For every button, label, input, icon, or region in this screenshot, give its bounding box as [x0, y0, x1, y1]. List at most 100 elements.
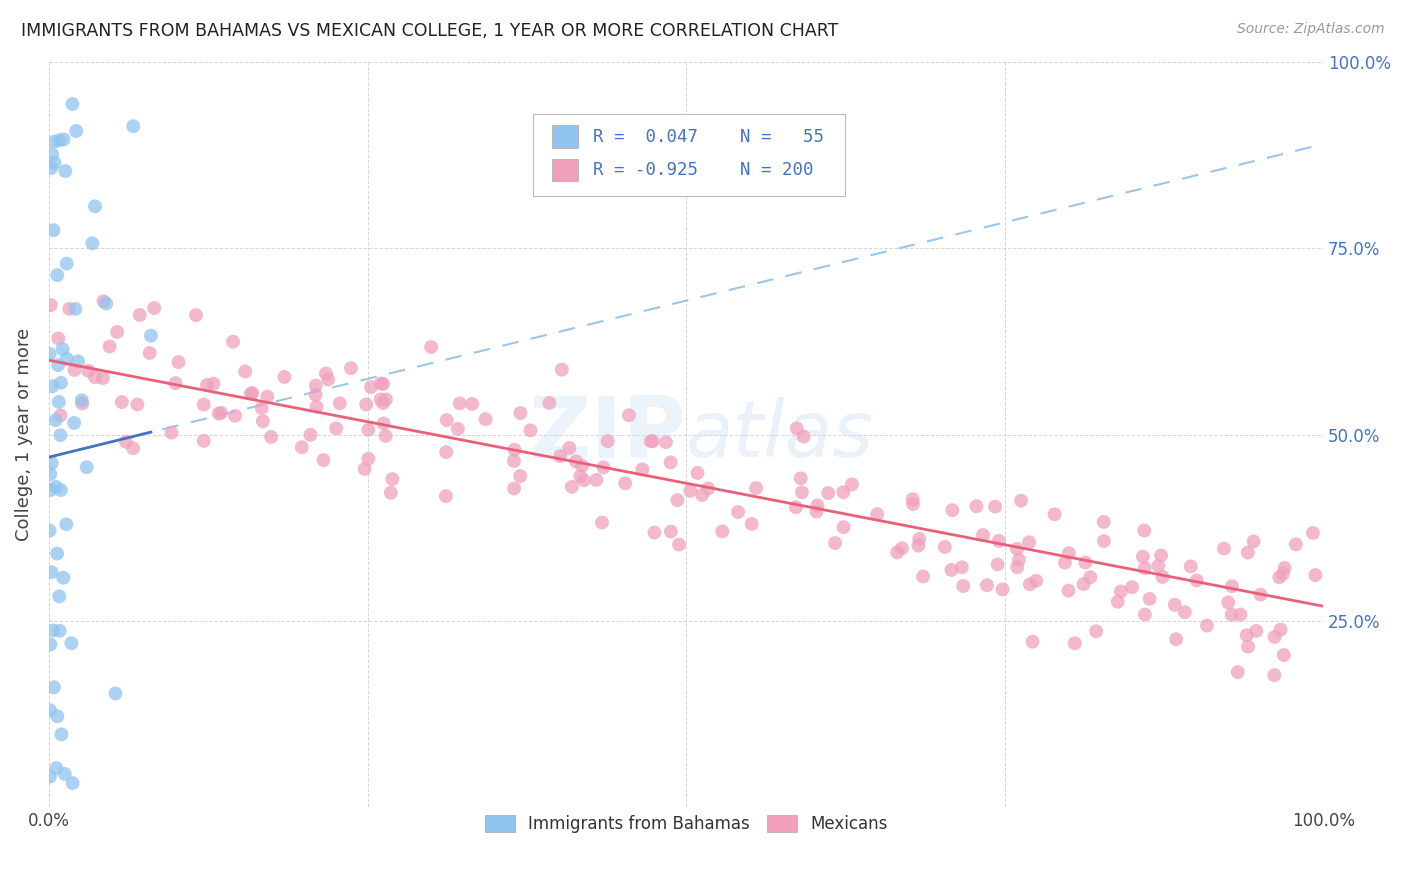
Point — [63, 363, 86, 377]
Point — [1010, 493, 1032, 508]
Text: IMMIGRANTS FROM BAHAMAS VS MEXICAN COLLEGE, 1 YEAR OR MORE CORRELATION CHART: IMMIGRANTS FROM BAHAMAS VS MEXICAN COLLE… — [21, 22, 838, 40]
Point — [1305, 568, 1327, 582]
Point — [572, 473, 595, 487]
Point — [655, 435, 678, 450]
Point — [786, 421, 808, 435]
Point — [474, 412, 496, 426]
Point — [503, 454, 526, 468]
Point — [1121, 580, 1143, 594]
Point — [360, 380, 382, 394]
Point — [202, 376, 225, 391]
Point — [52, 571, 75, 585]
Point — [785, 500, 807, 515]
Point — [436, 413, 458, 427]
Point — [449, 396, 471, 410]
Point — [240, 386, 263, 401]
Point — [991, 582, 1014, 597]
Point — [727, 505, 749, 519]
Point — [668, 538, 690, 552]
Point — [46, 358, 69, 372]
Point — [1150, 549, 1173, 563]
Point — [1220, 607, 1243, 622]
Point — [208, 407, 231, 421]
Point — [224, 409, 246, 423]
Text: Source: ZipAtlas.com: Source: ZipAtlas.com — [1237, 22, 1385, 37]
Point — [305, 400, 328, 414]
Point — [51, 342, 73, 356]
Point — [42, 681, 65, 695]
Point — [1236, 628, 1258, 642]
Point — [122, 441, 145, 455]
Point — [745, 481, 768, 495]
Point — [340, 361, 363, 376]
Point — [325, 421, 347, 435]
Point — [640, 434, 662, 449]
Point — [165, 376, 187, 391]
Point — [1107, 595, 1129, 609]
Point — [104, 686, 127, 700]
Point — [890, 541, 912, 556]
Point — [46, 331, 69, 345]
Point — [1018, 535, 1040, 549]
Point — [115, 434, 138, 449]
Point — [1109, 584, 1132, 599]
Point — [538, 396, 561, 410]
Point — [38, 770, 60, 784]
Point — [690, 488, 713, 502]
Point — [972, 528, 994, 542]
Point — [240, 386, 263, 401]
Point — [167, 355, 190, 369]
Point — [907, 539, 929, 553]
Point — [596, 434, 619, 449]
Point — [46, 709, 69, 723]
Point — [305, 378, 328, 392]
Point — [39, 298, 62, 312]
Point — [44, 156, 66, 170]
Point — [128, 308, 150, 322]
Point — [53, 767, 76, 781]
Point — [1174, 605, 1197, 619]
Point — [1195, 618, 1218, 632]
Point — [96, 296, 118, 310]
Point — [91, 371, 114, 385]
Point — [965, 500, 987, 514]
Point — [1237, 640, 1260, 654]
Point — [233, 364, 256, 378]
Point — [39, 703, 62, 717]
Point — [160, 425, 183, 440]
Point — [1053, 556, 1076, 570]
Point — [950, 560, 973, 574]
Point — [866, 507, 889, 521]
Point — [62, 776, 84, 790]
Point — [911, 569, 934, 583]
Point — [49, 483, 72, 497]
Point — [76, 460, 98, 475]
Point — [72, 396, 94, 410]
Point — [111, 395, 134, 409]
Point — [1057, 583, 1080, 598]
Point — [1007, 560, 1029, 574]
Point — [51, 727, 73, 741]
Point — [817, 486, 839, 500]
Point — [1152, 570, 1174, 584]
Point — [659, 455, 682, 469]
Point — [84, 199, 107, 213]
Point — [1139, 591, 1161, 606]
Text: ZIP: ZIP — [529, 393, 686, 476]
Point — [832, 520, 855, 534]
Point — [58, 301, 80, 316]
Point — [987, 558, 1010, 572]
Point — [70, 393, 93, 408]
Point — [824, 536, 846, 550]
Point — [509, 469, 531, 483]
Point — [122, 120, 145, 134]
Point — [434, 489, 457, 503]
Point — [1263, 668, 1285, 682]
Point — [1220, 579, 1243, 593]
Point — [447, 422, 470, 436]
Point — [886, 545, 908, 559]
Point — [46, 268, 69, 282]
Point — [316, 372, 339, 386]
Point — [434, 445, 457, 459]
Point — [357, 423, 380, 437]
